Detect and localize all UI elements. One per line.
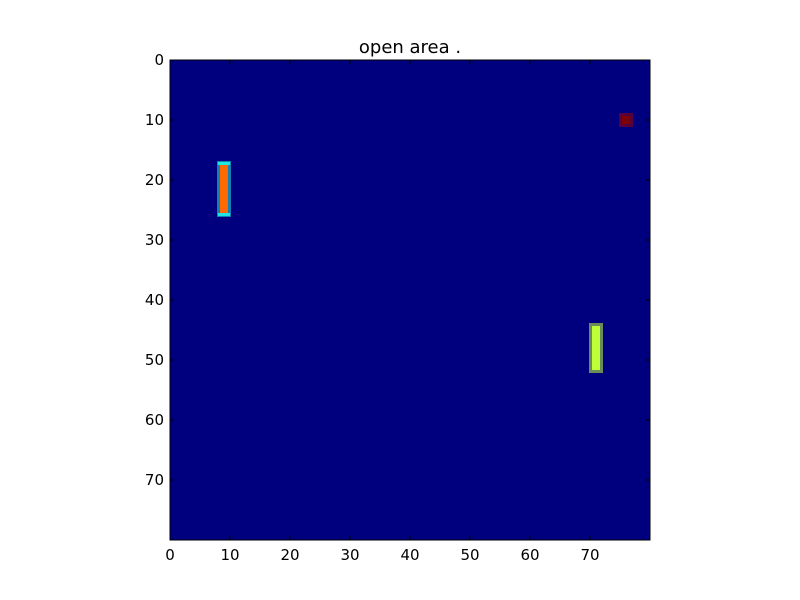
- y-tick-label-30: 30: [145, 231, 164, 249]
- heatmap-feature-vertical-bar-0: [217, 161, 231, 217]
- heatmap-features: [217, 113, 633, 373]
- axis-tick-labels: 0 10 20 30 40 50 60 70 0 10 20 30 40 50 60 70: [145, 51, 600, 564]
- x-tick-label-40: 40: [400, 546, 419, 564]
- x-tick-label-20: 20: [280, 546, 299, 564]
- y-tick-label-0: 0: [154, 51, 164, 69]
- x-tick-label-10: 10: [220, 546, 239, 564]
- y-tick-label-40: 40: [145, 291, 164, 309]
- feature-top-cap: [218, 162, 230, 165]
- y-tick-label-10: 10: [145, 111, 164, 129]
- feature-core: [622, 116, 630, 124]
- x-tick-label-50: 50: [460, 546, 479, 564]
- heatmap-background: [170, 60, 650, 540]
- heatmap-feature-point-2: [619, 113, 633, 127]
- axis-ticks: [169, 59, 650, 540]
- x-tick-label-70: 70: [580, 546, 599, 564]
- y-tick-label-50: 50: [145, 351, 164, 369]
- heatmap-feature-vertical-bar-1: [589, 323, 603, 373]
- x-tick-label-0: 0: [165, 546, 175, 564]
- x-tick-label-60: 60: [520, 546, 539, 564]
- chart-title: open area .: [359, 37, 461, 58]
- y-tick-label-70: 70: [145, 471, 164, 489]
- feature-bottom-cap: [218, 213, 230, 216]
- y-tick-label-60: 60: [145, 411, 164, 429]
- x-tick-label-30: 30: [340, 546, 359, 564]
- feature-core: [220, 164, 228, 214]
- feature-core: [592, 326, 600, 370]
- y-tick-label-20: 20: [145, 171, 164, 189]
